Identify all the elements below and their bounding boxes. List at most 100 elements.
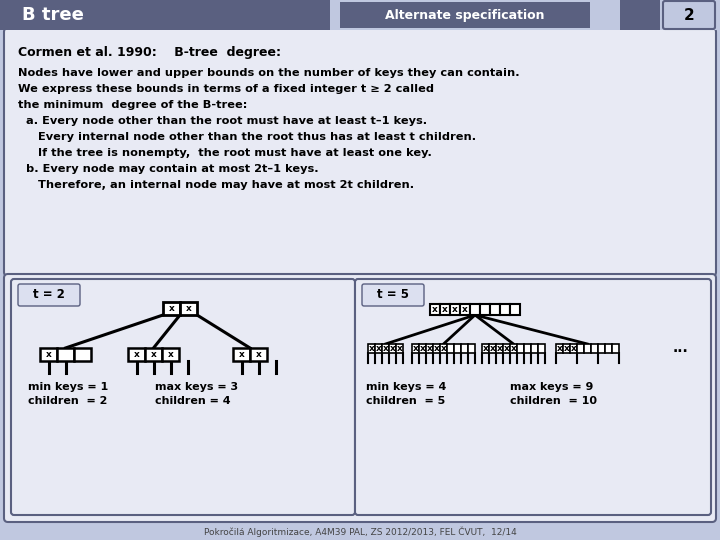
Bar	[426, 344, 433, 353]
Bar	[538, 344, 545, 353]
Text: x: x	[256, 350, 261, 359]
Bar	[660, 0, 720, 30]
Text: x: x	[510, 344, 516, 353]
Text: ...: ...	[672, 341, 688, 355]
Text: x: x	[503, 344, 509, 353]
Bar	[517, 344, 524, 353]
Text: Every internal node other than the root thus has at least t children.: Every internal node other than the root …	[18, 132, 476, 142]
Text: x: x	[490, 344, 495, 353]
Bar	[0, 0, 720, 30]
Bar	[598, 344, 605, 353]
Text: children  = 10: children = 10	[510, 396, 597, 406]
Text: Pokročilá Algoritmizace, A4M39 PAL, ZS 2012/2013, FEL ČVUT,  12/14: Pokročilá Algoritmizace, A4M39 PAL, ZS 2…	[204, 526, 516, 537]
Bar	[440, 304, 450, 315]
Text: x: x	[452, 305, 458, 314]
FancyBboxPatch shape	[18, 284, 80, 306]
Text: t = 5: t = 5	[377, 288, 409, 301]
Bar	[389, 344, 396, 353]
Bar	[128, 348, 145, 361]
Text: x: x	[168, 304, 174, 313]
Bar	[482, 344, 489, 353]
Bar	[496, 344, 503, 353]
Bar	[375, 344, 382, 353]
Bar	[503, 344, 510, 353]
Bar	[563, 344, 570, 353]
Text: x: x	[376, 344, 382, 353]
Text: Therefore, an internal node may have at most 2t children.: Therefore, an internal node may have at …	[18, 180, 414, 190]
Bar	[233, 348, 250, 361]
Bar	[500, 304, 510, 315]
Text: Cormen et al. 1990:    B-tree  degree:: Cormen et al. 1990: B-tree degree:	[18, 46, 281, 59]
Bar	[524, 344, 531, 353]
FancyBboxPatch shape	[4, 274, 716, 522]
Bar	[74, 348, 91, 361]
Bar	[460, 304, 470, 315]
Text: x: x	[571, 344, 577, 353]
Text: Alternate specification: Alternate specification	[385, 9, 545, 22]
Text: max keys = 9: max keys = 9	[510, 382, 593, 392]
Text: x: x	[134, 350, 140, 359]
Text: x: x	[150, 350, 156, 359]
Text: We express these bounds in terms of a fixed integer t ≥ 2 called: We express these bounds in terms of a fi…	[18, 84, 434, 94]
FancyBboxPatch shape	[355, 279, 711, 515]
Bar	[556, 344, 563, 353]
Text: b. Every node may contain at most 2t–1 keys.: b. Every node may contain at most 2t–1 k…	[18, 164, 319, 174]
Bar	[510, 304, 520, 315]
FancyBboxPatch shape	[11, 279, 355, 515]
Text: min keys = 1: min keys = 1	[28, 382, 108, 392]
Text: min keys = 4: min keys = 4	[366, 382, 446, 392]
Bar	[440, 344, 447, 353]
Text: x: x	[382, 344, 388, 353]
Bar	[570, 344, 577, 353]
Bar	[162, 348, 179, 361]
Text: x: x	[557, 344, 562, 353]
Text: children  = 2: children = 2	[28, 396, 107, 406]
Text: x: x	[186, 304, 192, 313]
Bar	[180, 302, 197, 315]
Bar	[591, 344, 598, 353]
Bar	[382, 344, 389, 353]
Bar	[490, 304, 500, 315]
Text: x: x	[462, 305, 468, 314]
FancyBboxPatch shape	[663, 1, 715, 29]
Text: the minimum  degree of the B-tree:: the minimum degree of the B-tree:	[18, 100, 248, 110]
Text: x: x	[369, 344, 374, 353]
Bar	[447, 344, 454, 353]
Text: x: x	[168, 350, 174, 359]
Text: x: x	[397, 344, 402, 353]
Text: x: x	[564, 344, 570, 353]
Bar	[584, 344, 591, 353]
Bar	[450, 304, 460, 315]
Text: Nodes have lower and upper bounds on the number of keys they can contain.: Nodes have lower and upper bounds on the…	[18, 68, 520, 78]
Text: x: x	[420, 344, 426, 353]
Text: x: x	[427, 344, 433, 353]
Bar	[461, 344, 468, 353]
Bar	[433, 344, 440, 353]
Text: t = 2: t = 2	[33, 288, 65, 301]
Text: children = 4: children = 4	[155, 396, 230, 406]
Bar	[368, 344, 375, 353]
Bar	[419, 344, 426, 353]
Bar	[250, 348, 267, 361]
Text: B tree: B tree	[22, 6, 84, 24]
Bar	[577, 344, 584, 353]
Bar	[454, 344, 461, 353]
Bar	[340, 2, 590, 28]
Bar	[612, 344, 619, 353]
Bar	[531, 344, 538, 353]
FancyBboxPatch shape	[362, 284, 424, 306]
Bar	[468, 344, 475, 353]
Text: x: x	[442, 305, 448, 314]
Bar	[470, 304, 480, 315]
Text: x: x	[497, 344, 503, 353]
Text: 2: 2	[683, 8, 694, 23]
Text: If the tree is nonempty,  the root must have at least one key.: If the tree is nonempty, the root must h…	[18, 148, 432, 158]
Text: x: x	[441, 344, 446, 353]
Bar	[430, 304, 440, 315]
Bar	[40, 348, 57, 361]
Bar	[412, 344, 419, 353]
Bar	[605, 344, 612, 353]
Bar	[57, 348, 74, 361]
Text: x: x	[45, 350, 51, 359]
Text: x: x	[238, 350, 244, 359]
